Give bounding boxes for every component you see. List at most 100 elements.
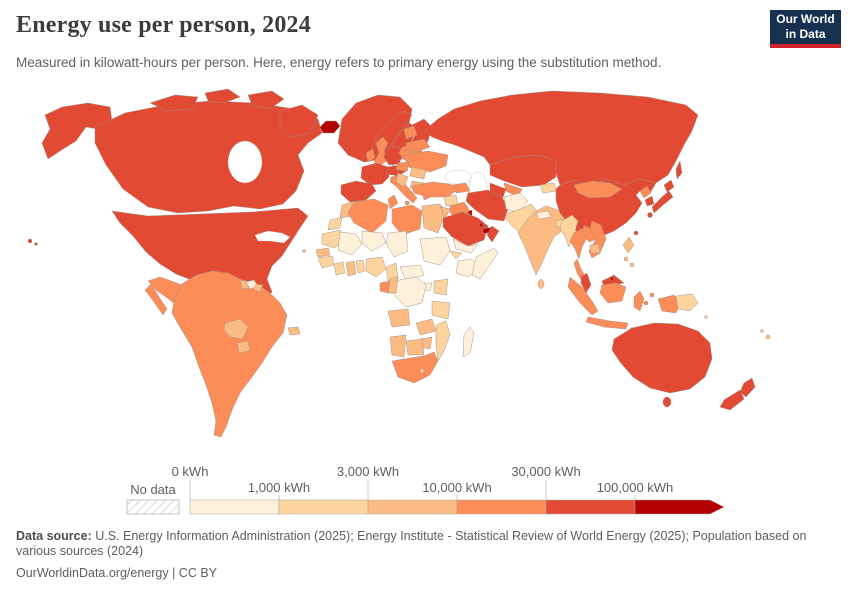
country-new-zealand-south[interactable] xyxy=(719,389,745,411)
country-brunei[interactable] xyxy=(610,277,614,281)
region-kyrgyz-tajik[interactable] xyxy=(539,182,558,194)
country-kazakhstan[interactable] xyxy=(489,154,557,188)
country-cameroon[interactable] xyxy=(385,262,399,282)
country-south-korea[interactable] xyxy=(644,195,655,207)
region-borneo-indonesia[interactable] xyxy=(599,282,627,304)
country-gabon[interactable] xyxy=(379,280,391,294)
country-afghanistan[interactable] xyxy=(503,192,529,214)
country-canada[interactable] xyxy=(94,100,323,214)
country-ukraine[interactable] xyxy=(403,150,449,173)
country-eritrea[interactable] xyxy=(449,250,463,260)
island-sumatra[interactable] xyxy=(567,276,599,316)
legend-segment-100k-plus[interactable] xyxy=(634,499,725,515)
country-nepal[interactable] xyxy=(535,210,552,220)
country-libya[interactable] xyxy=(391,204,423,236)
country-chad[interactable] xyxy=(385,230,409,258)
country-senegal[interactable] xyxy=(315,247,331,258)
country-belarus[interactable] xyxy=(405,138,431,153)
country-philippines[interactable] xyxy=(629,262,635,268)
island-fiji[interactable] xyxy=(765,334,771,340)
country-paraguay[interactable] xyxy=(236,340,251,354)
country-french-guiana[interactable] xyxy=(252,283,264,293)
country-philippines[interactable] xyxy=(622,236,635,254)
country-cambodia[interactable] xyxy=(589,243,601,254)
country-japan-hokkaido[interactable] xyxy=(663,179,675,193)
country-new-zealand-north[interactable] xyxy=(739,377,756,398)
country-malaysia[interactable] xyxy=(580,272,592,294)
license-link[interactable]: OurWorldinData.org/energy | CC BY xyxy=(16,566,218,580)
arctic-island-icon[interactable] xyxy=(149,94,199,112)
country-baja[interactable] xyxy=(144,283,168,316)
caribbean-island[interactable] xyxy=(302,249,306,253)
country-oman[interactable] xyxy=(486,225,500,243)
country-north-korea[interactable] xyxy=(639,185,652,199)
region-sakhalin[interactable] xyxy=(675,160,683,180)
arctic-island-icon[interactable] xyxy=(204,88,241,104)
country-russia[interactable] xyxy=(423,90,699,186)
region-western-sahara[interactable] xyxy=(327,216,343,231)
country-zambia[interactable] xyxy=(415,318,437,336)
country-turkey[interactable] xyxy=(411,181,459,198)
legend-segment-30k-100k[interactable] xyxy=(545,499,636,515)
country-guyana[interactable] xyxy=(239,279,250,290)
region-togo-benin[interactable] xyxy=(355,259,366,274)
island-tasmania[interactable] xyxy=(662,396,672,408)
country-ivory-coast[interactable] xyxy=(333,261,346,276)
country-bolivia[interactable] xyxy=(223,318,249,340)
country-baffin[interactable] xyxy=(279,104,319,138)
country-madagascar[interactable] xyxy=(462,326,475,358)
country-iran[interactable] xyxy=(465,189,509,222)
sicily[interactable] xyxy=(404,200,410,206)
country-philippines[interactable] xyxy=(623,256,629,262)
country-tunisia[interactable] xyxy=(387,194,399,210)
country-papua-new-guinea[interactable] xyxy=(675,293,699,312)
legend-no-data-swatch[interactable] xyxy=(126,499,180,515)
region-south-america[interactable] xyxy=(171,270,288,438)
island-vanuatu[interactable] xyxy=(760,329,764,333)
country-nigeria[interactable] xyxy=(365,256,387,278)
legend-segment-0-1k[interactable] xyxy=(189,499,280,515)
country-namibia[interactable] xyxy=(389,334,407,358)
country-hawaii[interactable] xyxy=(34,242,38,246)
country-japan-kyushu[interactable] xyxy=(647,212,653,218)
country-algeria[interactable] xyxy=(347,198,389,234)
island-sulawesi[interactable] xyxy=(633,290,645,312)
country-niger[interactable] xyxy=(361,230,387,252)
country-central-african-republic[interactable] xyxy=(399,264,425,282)
country-sudan[interactable] xyxy=(419,236,451,266)
country-egypt[interactable] xyxy=(421,203,445,234)
country-kenya[interactable] xyxy=(433,278,449,296)
country-south-africa[interactable] xyxy=(391,351,439,384)
country-hispaniola[interactable] xyxy=(287,326,301,336)
country-qatar[interactable] xyxy=(478,221,484,229)
legend-segment-3k-10k[interactable] xyxy=(367,499,458,515)
owid-logo[interactable]: Our World in Data xyxy=(770,10,841,48)
island-moluccas[interactable] xyxy=(649,292,655,298)
country-lesotho[interactable] xyxy=(419,368,425,374)
region-guinea[interactable] xyxy=(317,255,335,269)
region-baltics[interactable] xyxy=(403,125,418,140)
country-france[interactable] xyxy=(360,162,390,186)
country-mali[interactable] xyxy=(337,231,363,256)
country-hawaii[interactable] xyxy=(27,238,33,244)
island-solomon[interactable] xyxy=(704,315,708,319)
country-saudi-arabia[interactable] xyxy=(442,211,489,247)
country-drc[interactable] xyxy=(393,276,427,308)
arctic-island-icon[interactable] xyxy=(247,90,285,110)
island-moluccas[interactable] xyxy=(643,300,649,306)
country-tanzania[interactable] xyxy=(431,300,451,320)
country-ghana[interactable] xyxy=(345,260,357,277)
country-ireland[interactable] xyxy=(365,148,376,163)
country-somalia[interactable] xyxy=(471,247,499,280)
country-sri-lanka[interactable] xyxy=(537,279,545,289)
country-australia[interactable] xyxy=(611,322,713,394)
country-botswana[interactable] xyxy=(405,338,425,356)
country-mozambique[interactable] xyxy=(435,320,451,362)
country-hungary[interactable] xyxy=(395,161,410,172)
country-taiwan[interactable] xyxy=(633,230,639,236)
country-yemen[interactable] xyxy=(452,238,479,254)
country-india[interactable] xyxy=(517,205,567,276)
country-angola[interactable] xyxy=(387,308,411,328)
country-kuwait[interactable] xyxy=(466,209,473,217)
country-romania[interactable] xyxy=(409,166,427,180)
